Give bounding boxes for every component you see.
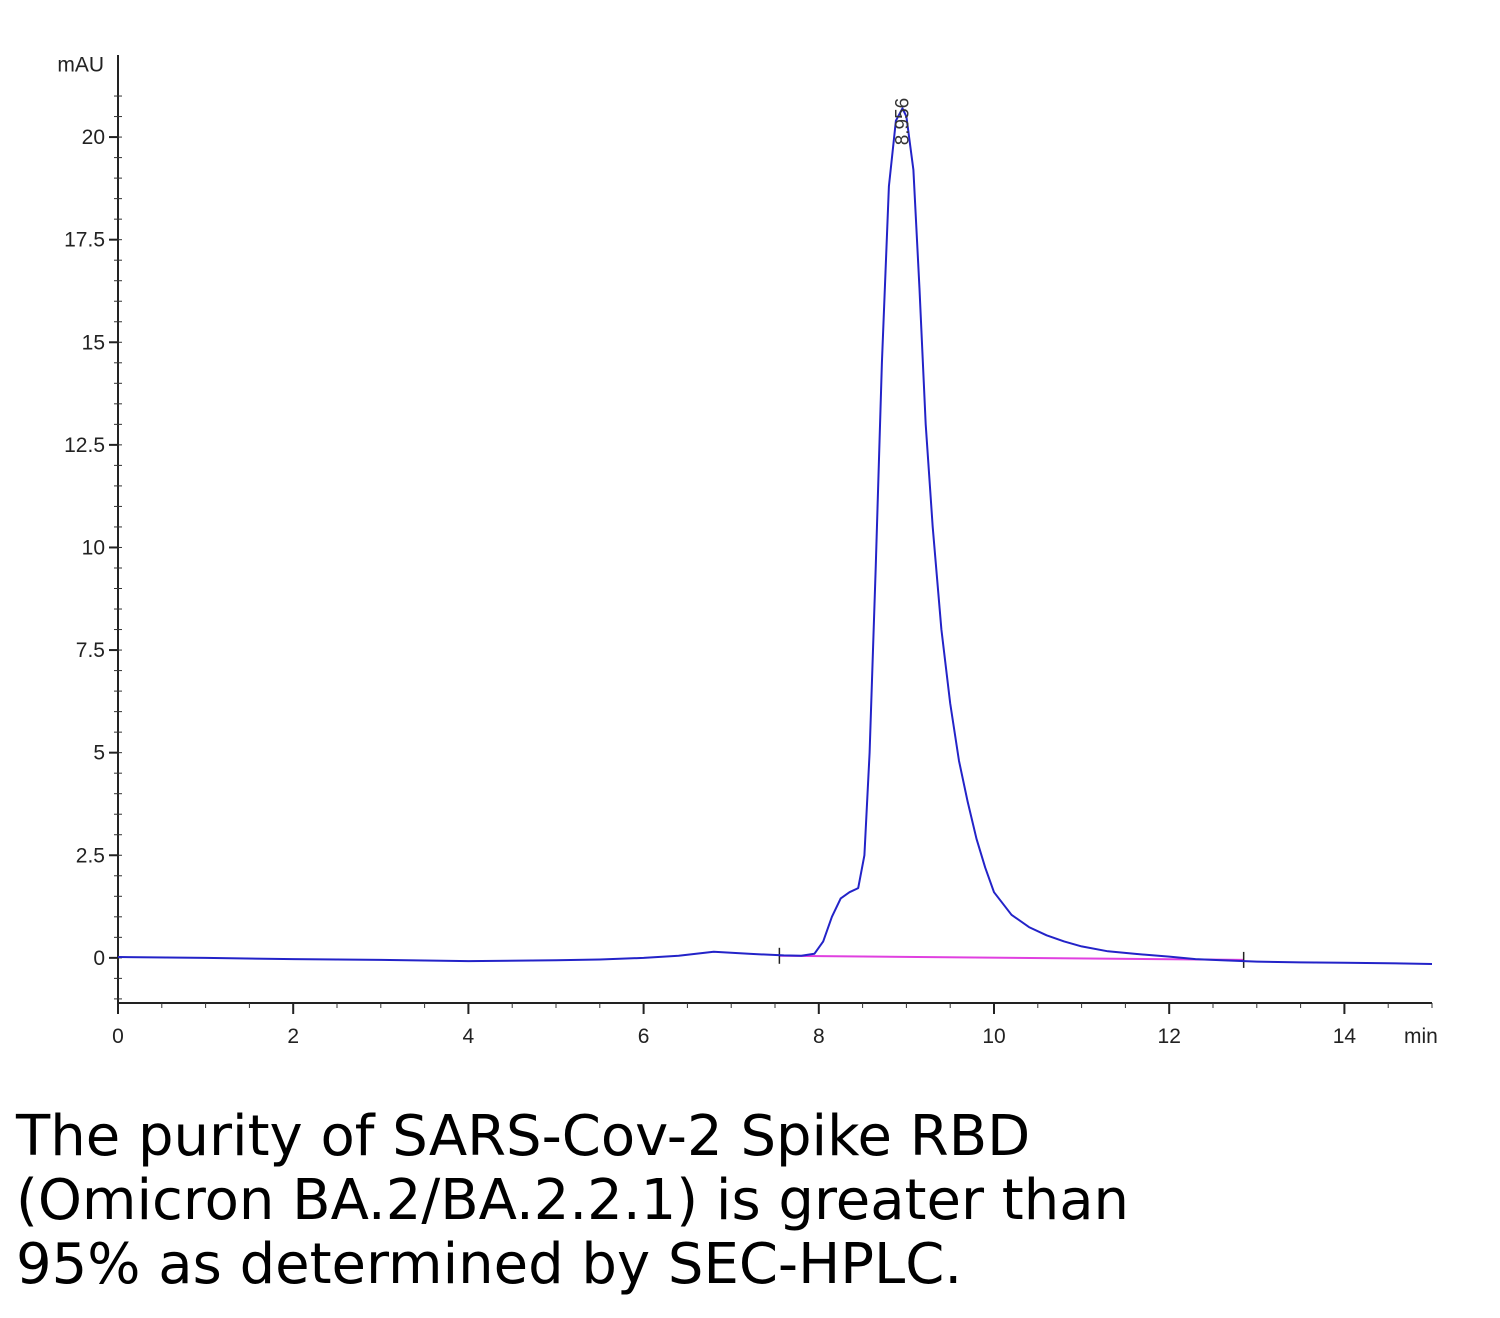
- y-tick-label: 5: [93, 742, 105, 765]
- x-tick-label: 6: [638, 1025, 650, 1048]
- x-tick-label: 12: [1158, 1025, 1181, 1048]
- y-tick-label: 15: [82, 331, 105, 354]
- y-axis-label: mAU: [57, 53, 104, 76]
- figure-caption: The purity of SARS-Cov-2 Spike RBD (Omic…: [16, 1105, 1476, 1297]
- x-tick-label: 10: [982, 1025, 1005, 1048]
- y-tick-label: 10: [82, 536, 105, 559]
- x-tick-label: 2: [287, 1025, 299, 1048]
- y-tick-label: 12.5: [64, 434, 105, 457]
- chromatogram-trace: [117, 107, 1433, 965]
- plot-marks: [117, 107, 1433, 968]
- x-axis-label: min: [1404, 1025, 1438, 1048]
- chromatogram-chart: 0 2.5 5 7.5 10 12.5 15 17.5 20 0 2 4 6 8 10 12 14 mAU mi…: [57, 53, 1438, 1048]
- caption-line: (Omicron BA.2/BA.2.2.1) is greater than: [16, 1168, 1130, 1233]
- y-tick-label: 7.5: [76, 639, 105, 662]
- integration-baseline: [779, 954, 1244, 961]
- axes: 0 2.5 5 7.5 10 12.5 15 17.5 20 0 2 4 6 8 10 12 14: [64, 55, 1433, 1048]
- y-tick-label: 2.5: [76, 844, 105, 867]
- x-tick-label: 0: [112, 1025, 124, 1048]
- x-tick-label: 4: [463, 1025, 475, 1048]
- y-tick-label: 20: [82, 126, 105, 149]
- caption-line: The purity of SARS-Cov-2 Spike RBD: [16, 1104, 1031, 1169]
- y-tick-label: 17.5: [64, 229, 105, 252]
- y-tick-label: 0: [93, 947, 105, 970]
- peak-retention-label: 8.956: [893, 98, 914, 146]
- caption-line: 95% as determined by SEC-HPLC.: [16, 1232, 963, 1297]
- x-tick-label: 14: [1333, 1025, 1357, 1048]
- x-tick-label: 8: [813, 1025, 825, 1048]
